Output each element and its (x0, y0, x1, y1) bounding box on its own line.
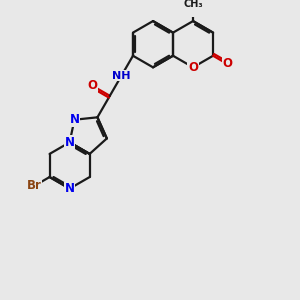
Text: N: N (69, 113, 80, 126)
Text: NH: NH (112, 71, 130, 81)
Text: N: N (64, 182, 75, 195)
Text: CH₃: CH₃ (183, 0, 203, 9)
Text: N: N (64, 136, 75, 149)
Text: Br: Br (27, 179, 42, 192)
Text: O: O (222, 57, 232, 70)
Text: O: O (188, 61, 198, 74)
Text: O: O (87, 79, 97, 92)
